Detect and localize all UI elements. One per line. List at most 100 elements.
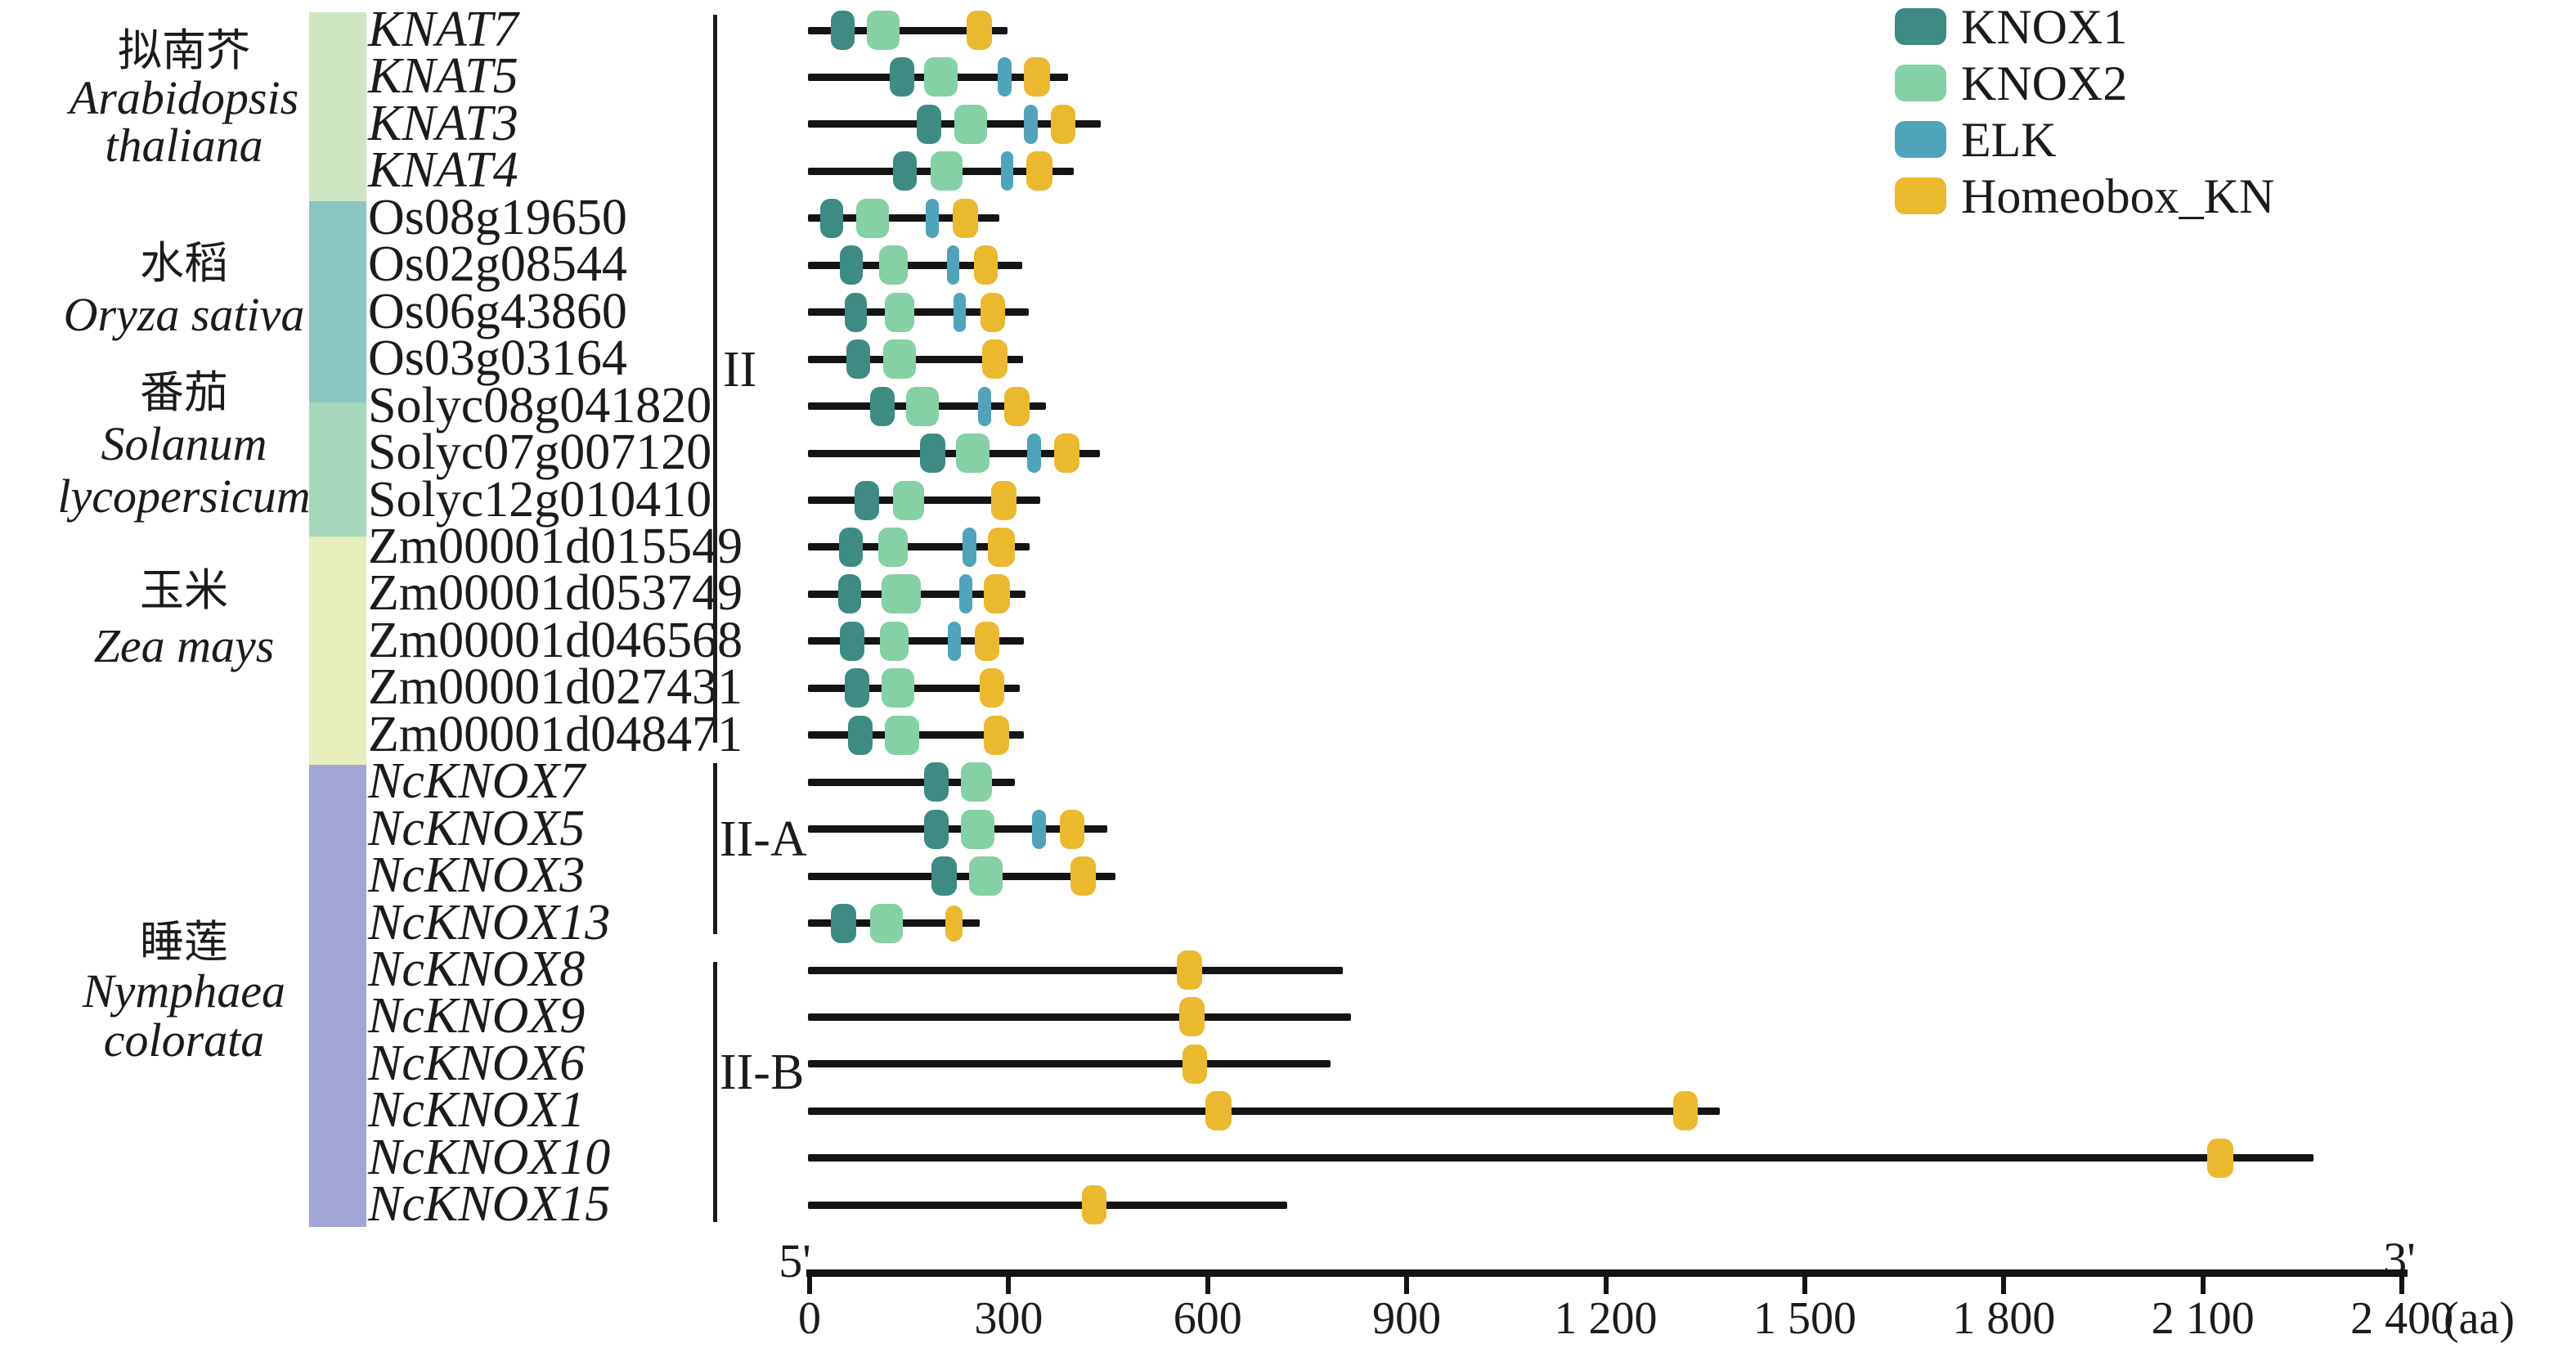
- domain-Homeobox_KN-box: [984, 715, 1010, 755]
- group-bracket-II-A: [713, 763, 717, 934]
- legend-swatch-KNOX1: [1895, 8, 1946, 45]
- species-label-oryza-0: 水稻: [140, 239, 228, 288]
- legend-swatch-KNOX2: [1895, 65, 1946, 101]
- domain-Homeobox_KN-box: [1672, 1091, 1699, 1131]
- domain-KNOX2-box: [960, 762, 993, 802]
- domain-KNOX2-box: [869, 903, 904, 943]
- domain-KNOX1-box: [844, 292, 867, 332]
- species-band-zea: [309, 537, 366, 765]
- protein-backbone-NcKNOX7: [808, 778, 1016, 786]
- gene-label-Solyc07g007120: Solyc07g007120: [368, 424, 712, 480]
- domain-KNOX2-box: [905, 386, 940, 426]
- domain-KNOX1-box: [924, 809, 949, 849]
- domain-Homeobox_KN-box: [991, 480, 1017, 520]
- domain-KNOX2-box: [879, 245, 909, 285]
- axis-tick-2100: [2200, 1273, 2206, 1294]
- protein-backbone-Os02g08544: [808, 261, 1022, 269]
- domain-KNOX1-box: [920, 434, 945, 474]
- domain-Homeobox_KN-box: [974, 245, 999, 285]
- species-label-arabidopsis-1: Arabidopsis: [69, 71, 299, 124]
- gene-label-KNAT3: KNAT3: [368, 95, 518, 151]
- protein-backbone-NcKNOX5: [808, 825, 1107, 834]
- gene-label-NcKNOX5: NcKNOX5: [368, 800, 586, 856]
- axis-tick-300: [1006, 1273, 1012, 1294]
- domain-KNOX2-box: [956, 434, 990, 474]
- domain-KNOX2-box: [923, 57, 958, 97]
- axis-tick-label-600: 600: [1173, 1293, 1242, 1344]
- domain-Homeobox_KN-box: [981, 339, 1008, 380]
- gene-label-Zm00001d015549: Zm00001d015549: [368, 518, 743, 574]
- axis-tick-2400: [2399, 1273, 2405, 1294]
- species-label-nymphaea-0: 睡莲: [140, 918, 228, 967]
- domain-ELK-box: [1024, 104, 1039, 144]
- gene-label-Zm00001d048471: Zm00001d048471: [368, 706, 743, 762]
- domain-ELK-box: [962, 527, 976, 567]
- axis-unit-label: (aa): [2444, 1293, 2515, 1344]
- domain-KNOX1-box: [917, 104, 942, 144]
- domain-Homeobox_KN-box: [945, 905, 963, 941]
- axis-tick-label-1500: 1 500: [1752, 1293, 1856, 1344]
- domain-KNOX1-box: [830, 903, 856, 943]
- domain-KNOX1-box: [837, 574, 862, 614]
- five-prime-label: 5': [779, 1234, 811, 1287]
- gene-label-NcKNOX8: NcKNOX8: [368, 941, 586, 997]
- species-band-nymphaea: [309, 765, 366, 1227]
- gene-label-NcKNOX9: NcKNOX9: [368, 988, 586, 1045]
- axis-tick-600: [1205, 1273, 1210, 1294]
- domain-KNOX2-box: [931, 151, 963, 191]
- domain-Homeobox_KN-box: [1082, 1185, 1106, 1225]
- domain-KNOX1-box: [924, 762, 949, 802]
- domain-KNOX2-box: [878, 527, 909, 567]
- protein-backbone-NcKNOX10: [808, 1154, 2313, 1162]
- gene-label-NcKNOX15: NcKNOX15: [368, 1176, 611, 1233]
- group-label-II-A: II-A: [720, 811, 807, 867]
- gene-label-KNAT5: KNAT5: [368, 48, 518, 105]
- domain-KNOX1-box: [890, 57, 915, 97]
- domain-KNOX2-box: [866, 11, 900, 50]
- domain-Homeobox_KN-box: [1051, 104, 1076, 144]
- domain-KNOX2-box: [954, 104, 988, 144]
- protein-backbone-Os06g43860: [808, 308, 1030, 317]
- domain-Homeobox_KN-box: [1024, 57, 1050, 97]
- axis-tick-1500: [1802, 1273, 1807, 1294]
- group-bracket-II: [713, 15, 717, 743]
- domain-KNOX1-box: [848, 715, 873, 755]
- domain-KNOX1-box: [844, 668, 869, 708]
- domain-ELK-box: [997, 57, 1012, 97]
- domain-Homeobox_KN-box: [1176, 950, 1203, 990]
- domain-KNOX2-box: [960, 809, 994, 849]
- domain-Homeobox_KN-box: [979, 668, 1004, 708]
- domain-Homeobox_KN-box: [967, 11, 993, 50]
- protein-backbone-NcKNOX9: [808, 1013, 1351, 1021]
- axis-tick-label-2100: 2 100: [2151, 1293, 2255, 1344]
- gene-label-KNAT7: KNAT7: [368, 1, 518, 57]
- domain-KNOX2-box: [882, 574, 922, 614]
- domain-KNOX2-box: [883, 339, 916, 380]
- protein-backbone-Zm00001d015549: [808, 543, 1030, 551]
- domain-KNOX2-box: [855, 198, 889, 238]
- domain-ELK-box: [978, 386, 992, 426]
- domain-KNOX1-box: [893, 151, 918, 191]
- protein-backbone-Solyc07g007120: [808, 449, 1100, 457]
- species-label-solanum-1: Solanum: [101, 417, 267, 470]
- protein-backbone-NcKNOX15: [808, 1201, 1287, 1209]
- gene-label-NcKNOX13: NcKNOX13: [368, 894, 611, 950]
- species-label-arabidopsis-2: thaliana: [105, 119, 263, 172]
- protein-backbone-NcKNOX1: [808, 1107, 1721, 1115]
- domain-Homeobox_KN-box: [1205, 1091, 1232, 1131]
- domain-Homeobox_KN-box: [1070, 856, 1096, 896]
- domain-KNOX1-box: [838, 527, 863, 567]
- domain-KNOX2-box: [879, 621, 909, 661]
- domain-KNOX2-box: [884, 292, 915, 332]
- domain-Homeobox_KN-box: [984, 574, 1010, 614]
- gene-label-NcKNOX1: NcKNOX1: [368, 1082, 586, 1139]
- domain-KNOX1-box: [819, 198, 844, 238]
- species-label-zea-0: 玉米: [140, 566, 228, 615]
- legend-swatch-Homeobox_KN: [1895, 177, 1946, 214]
- group-label-II-B: II-B: [720, 1045, 805, 1100]
- domain-Homeobox_KN-box: [1026, 151, 1052, 191]
- domain-KNOX1-box: [846, 339, 870, 380]
- axis-tick-1800: [2001, 1273, 2007, 1294]
- domain-ELK-box: [959, 574, 972, 614]
